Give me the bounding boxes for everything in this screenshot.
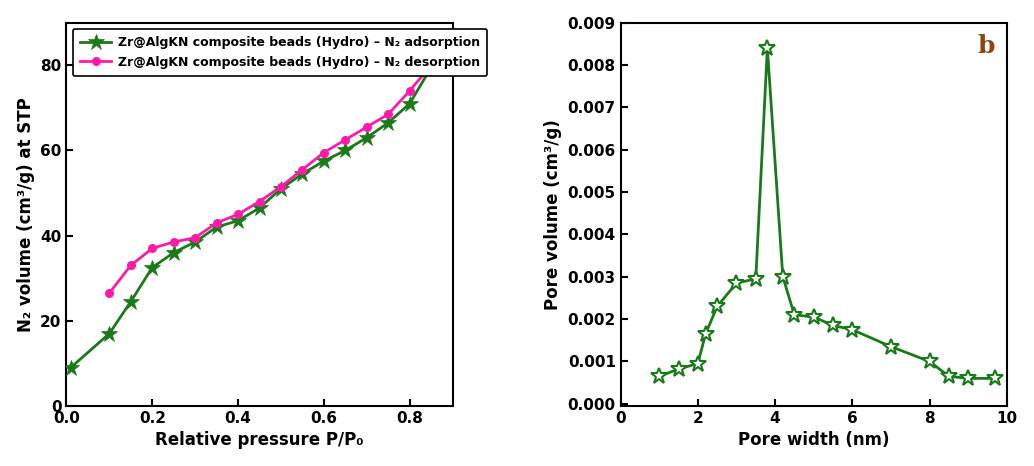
Zr@AlgKN composite beads (Hydro) – N₂ adsorption [253, 205, 266, 211]
Zr@AlgKN composite beads (Hydro) – N₂ desorption [317, 150, 330, 155]
Zr@AlgKN composite beads (Hydro) – N₂ adsorption [339, 148, 352, 153]
Zr@AlgKN composite beads (Hydro) – N₂ desorption [339, 137, 352, 143]
Zr@AlgKN composite beads (Hydro) – N₂ adsorption [146, 265, 158, 270]
Zr@AlgKN composite beads (Hydro) – N₂ desorption [146, 246, 158, 251]
Zr@AlgKN composite beads (Hydro) – N₂ desorption [168, 239, 180, 245]
Zr@AlgKN composite beads (Hydro) – N₂ desorption [189, 235, 202, 240]
Zr@AlgKN composite beads (Hydro) – N₂ adsorption [232, 218, 244, 224]
Line: Zr@AlgKN composite beads (Hydro) – N₂ desorption: Zr@AlgKN composite beads (Hydro) – N₂ de… [105, 51, 446, 297]
Zr@AlgKN composite beads (Hydro) – N₂ adsorption [317, 158, 330, 164]
Zr@AlgKN composite beads (Hydro) – N₂ adsorption [103, 331, 116, 336]
Zr@AlgKN composite beads (Hydro) – N₂ adsorption [64, 365, 77, 370]
Zr@AlgKN composite beads (Hydro) – N₂ adsorption [435, 60, 448, 66]
Zr@AlgKN composite beads (Hydro) – N₂ adsorption [211, 224, 223, 230]
Zr@AlgKN composite beads (Hydro) – N₂ adsorption [425, 65, 437, 70]
Zr@AlgKN composite beads (Hydro) – N₂ desorption [232, 212, 244, 217]
Zr@AlgKN composite beads (Hydro) – N₂ desorption [435, 52, 448, 57]
Zr@AlgKN composite beads (Hydro) – N₂ desorption [253, 199, 266, 204]
Zr@AlgKN composite beads (Hydro) – N₂ adsorption [361, 135, 373, 140]
Zr@AlgKN composite beads (Hydro) – N₂ adsorption [296, 171, 308, 177]
Zr@AlgKN composite beads (Hydro) – N₂ adsorption [275, 186, 287, 192]
Zr@AlgKN composite beads (Hydro) – N₂ desorption [361, 124, 373, 130]
X-axis label: Relative pressure P/P₀: Relative pressure P/P₀ [155, 432, 364, 449]
Zr@AlgKN composite beads (Hydro) – N₂ adsorption [382, 120, 394, 125]
Y-axis label: Pore volume (cm³/g): Pore volume (cm³/g) [544, 119, 561, 310]
Zr@AlgKN composite beads (Hydro) – N₂ desorption [103, 290, 116, 296]
Zr@AlgKN composite beads (Hydro) – N₂ adsorption [125, 299, 138, 304]
Text: b: b [978, 34, 995, 58]
Text: a: a [425, 34, 442, 58]
Zr@AlgKN composite beads (Hydro) – N₂ desorption [125, 263, 138, 268]
Zr@AlgKN composite beads (Hydro) – N₂ desorption [211, 220, 223, 226]
Zr@AlgKN composite beads (Hydro) – N₂ adsorption [403, 101, 416, 106]
Zr@AlgKN composite beads (Hydro) – N₂ adsorption [168, 250, 180, 255]
Zr@AlgKN composite beads (Hydro) – N₂ desorption [382, 111, 394, 117]
Zr@AlgKN composite beads (Hydro) – N₂ desorption [425, 62, 437, 68]
Legend: Zr@AlgKN composite beads (Hydro) – N₂ adsorption, Zr@AlgKN composite beads (Hydr: Zr@AlgKN composite beads (Hydro) – N₂ ad… [72, 29, 487, 76]
Zr@AlgKN composite beads (Hydro) – N₂ desorption [296, 167, 308, 172]
Zr@AlgKN composite beads (Hydro) – N₂ adsorption [189, 239, 202, 245]
Line: Zr@AlgKN composite beads (Hydro) – N₂ adsorption: Zr@AlgKN composite beads (Hydro) – N₂ ad… [62, 55, 450, 376]
Y-axis label: N₂ volume (cm³/g) at STP: N₂ volume (cm³/g) at STP [17, 97, 35, 332]
Zr@AlgKN composite beads (Hydro) – N₂ desorption [403, 88, 416, 94]
Zr@AlgKN composite beads (Hydro) – N₂ desorption [275, 184, 287, 189]
X-axis label: Pore width (nm): Pore width (nm) [738, 432, 889, 449]
